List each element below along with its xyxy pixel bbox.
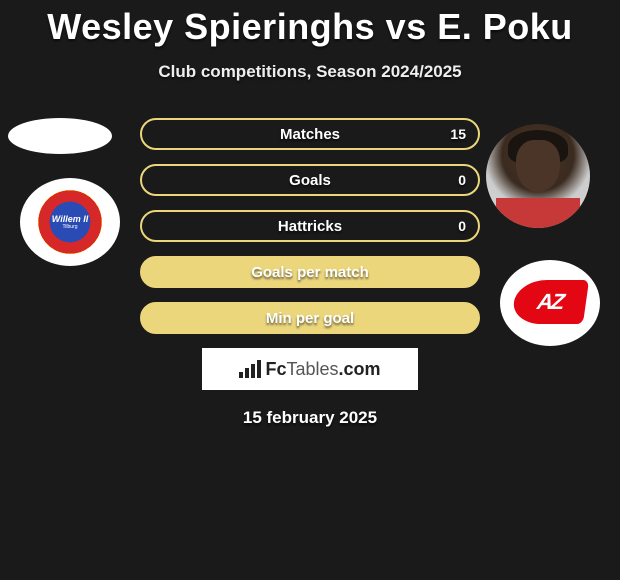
subtitle: Club competitions, Season 2024/2025: [0, 62, 620, 82]
player-right-avatar: [486, 124, 590, 228]
stat-label: Goals per match: [251, 264, 369, 281]
team-right-name: AZ: [536, 289, 565, 315]
stat-row-min-per-goal: Min per goal: [140, 302, 480, 334]
stat-row-hattricks: Hattricks 0: [140, 210, 480, 242]
avatar-jersey-icon: [496, 198, 580, 228]
stat-right-value: 0: [458, 172, 466, 188]
player-left-avatar: [8, 118, 112, 154]
stat-right-value: 0: [458, 218, 466, 234]
willem-badge-icon: Willem II Tilburg: [38, 190, 102, 254]
logo-brand-c: .com: [339, 359, 381, 379]
logo-brand-a: Fc: [265, 359, 286, 379]
comparison-date: 15 february 2025: [0, 408, 620, 428]
stat-label: Matches: [280, 126, 340, 143]
chart-icon: [239, 360, 261, 378]
logo-text: FcTables.com: [265, 359, 380, 380]
fctables-logo: FcTables.com: [202, 348, 418, 390]
team-right-badge: AZ: [500, 260, 600, 346]
stat-right-value: 15: [450, 126, 466, 142]
stat-row-goals-per-match: Goals per match: [140, 256, 480, 288]
logo-brand-b: Tables: [286, 359, 338, 379]
avatar-face-icon: [516, 140, 560, 192]
team-left-name: Willem II: [52, 215, 88, 224]
az-badge-icon: AZ: [514, 272, 586, 334]
stat-label: Hattricks: [278, 218, 342, 235]
stat-row-goals: Goals 0: [140, 164, 480, 196]
team-left-badge: Willem II Tilburg: [20, 178, 120, 266]
stat-row-matches: Matches 15: [140, 118, 480, 150]
stat-label: Min per goal: [266, 310, 354, 327]
stats-container: Matches 15 Goals 0 Hattricks 0 Goals per…: [140, 118, 480, 334]
page-title: Wesley Spieringhs vs E. Poku: [0, 0, 620, 48]
team-left-sub: Tilburg: [62, 225, 77, 230]
stat-label: Goals: [289, 172, 331, 189]
